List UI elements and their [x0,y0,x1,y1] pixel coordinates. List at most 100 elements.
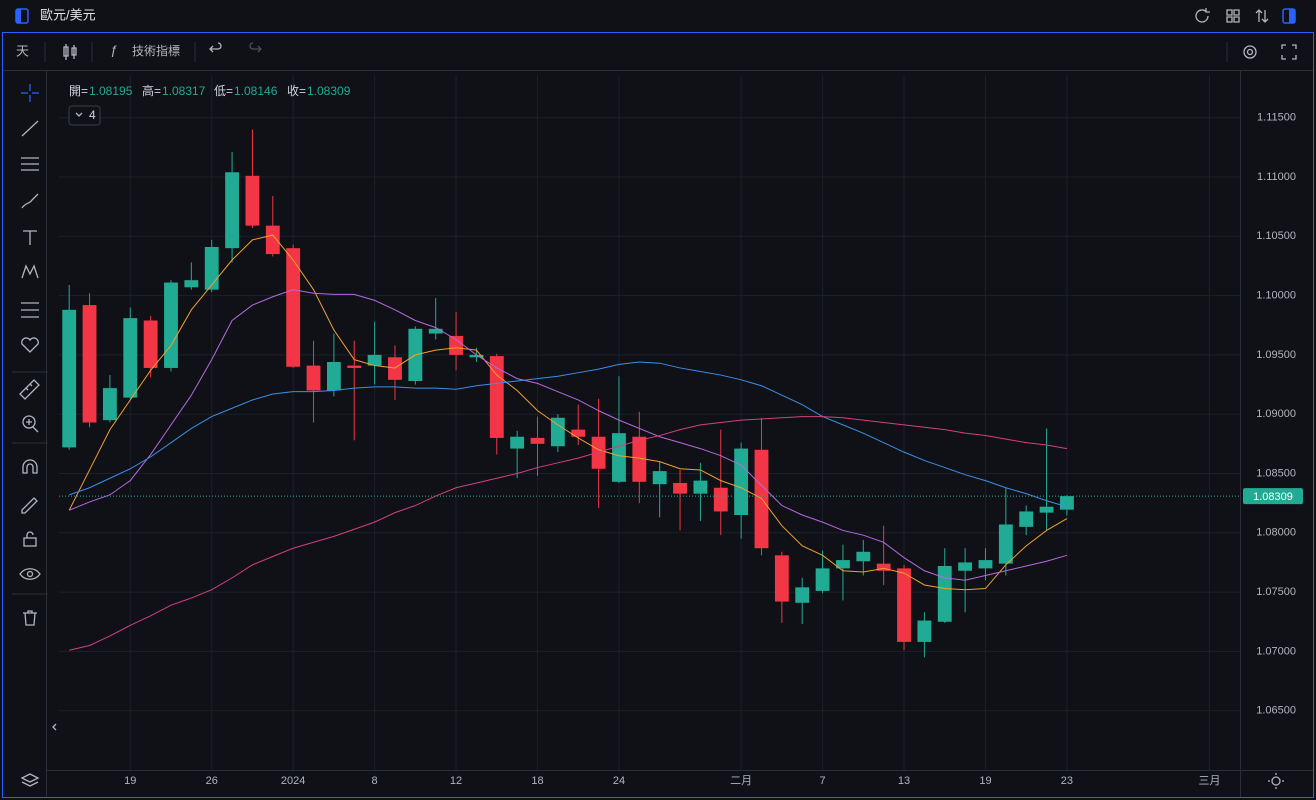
candle-body [836,560,850,569]
candle-body [449,335,463,355]
ruler-tool[interactable] [19,379,40,400]
x-tick-label: 19 [979,775,991,787]
candle-body [815,568,830,591]
candle-body [917,620,932,642]
y-tick-label: 1.06500 [1256,705,1296,717]
candle-body [204,246,219,290]
hide-tool-pupil [26,570,34,578]
delete-tool[interactable] [23,610,37,626]
candle-body [530,437,545,444]
fib-tool[interactable] [21,157,39,171]
fx-icon[interactable]: ƒ [110,42,117,57]
candle-body [286,248,301,367]
y-tick-label: 1.10000 [1256,290,1296,302]
candle-body [856,551,871,562]
hide-tool[interactable] [19,568,41,580]
candle-body [632,436,647,482]
indicator-count[interactable]: 4 [89,108,96,122]
candle-body [612,433,626,482]
candle-body [469,354,484,358]
ohlc-legend-value: 1.08309 [307,84,351,98]
text-tool[interactable] [23,230,37,245]
stay-drawing-tool[interactable] [21,497,38,514]
magnet-tool[interactable] [22,459,38,474]
ohlc-legend-value: 1.08317 [162,84,206,98]
candle-body [62,309,77,448]
candle-body [347,365,362,368]
settings-icon[interactable] [1243,45,1257,59]
compare-icon[interactable] [1255,9,1269,23]
panel-icon-fill [1289,9,1295,23]
axis-settings-icon[interactable] [1271,776,1281,786]
y-tick-label: 1.09000 [1256,408,1296,420]
x-tick-label: 18 [531,775,543,787]
x-tick-label: 2024 [281,775,305,787]
candle-body [937,566,952,622]
top-right-icons [1195,8,1296,24]
candle-body [876,563,891,571]
layout-icon[interactable] [1226,9,1240,23]
candle-body [245,175,260,226]
moving-average-line [69,361,1068,508]
candle-body [734,448,749,516]
pattern-tool[interactable] [21,264,39,279]
candle-body [998,524,1013,564]
candle-body [326,362,341,391]
chart-style-icon[interactable] [63,44,77,60]
redo-icon[interactable] [249,42,262,53]
moving-average-line [68,234,1068,591]
zoom-tool[interactable] [22,415,36,429]
x-tick-label: 7 [820,775,826,787]
ohlc-legend-label: 開= [69,84,88,98]
candle-body [184,280,199,288]
moving-average-line [69,416,1068,651]
candle-body [428,328,443,334]
brush-tool[interactable] [21,193,39,209]
ohlc-legend-label: 高= [142,83,161,98]
left-toolbar [12,84,57,787]
candle-body [1059,496,1074,510]
collapse-arrow[interactable] [52,723,57,731]
refresh-icon[interactable] [1195,8,1210,23]
candle-body [713,487,728,512]
y-tick-label: 1.07500 [1256,586,1296,598]
candle-body [123,318,138,398]
candle-body [1019,511,1034,527]
y-tick-label: 1.10500 [1256,230,1296,242]
interval-button[interactable]: 天 [16,43,29,58]
candle-body [164,282,178,368]
candle-body [550,417,565,447]
top-bar [0,0,1316,32]
candle-body [489,356,504,438]
undo-icon[interactable] [209,42,222,53]
crosshair-tool[interactable] [21,84,39,102]
y-tick-label: 1.11500 [1257,112,1296,124]
candle-body [367,354,382,366]
lock-tool-shackle [26,531,34,538]
candle-body [510,436,525,449]
object-tree-icon[interactable] [20,773,40,787]
zoom-tool-mark [26,419,39,433]
indicator-toggle[interactable] [68,105,101,126]
symbol-title[interactable]: 歐元/美元 [40,7,96,22]
y-tick-label: 1.08500 [1256,467,1296,479]
x-tick-label: 二月 [730,775,752,787]
trend-line-tool[interactable] [21,120,39,137]
icons-tool[interactable] [21,337,39,353]
prediction-tool[interactable] [21,302,39,318]
candle-body [591,436,606,469]
candle-body [897,568,911,642]
x-tick-label: 8 [372,775,378,787]
moving-average-line [68,289,1068,581]
candle-body [225,172,240,249]
x-tick-label: 12 [450,775,462,787]
indicators-button[interactable]: 技術指標 [132,43,180,58]
candle-body [306,365,321,391]
fullscreen-icon[interactable] [1281,44,1297,60]
ohlc-legend-label: 低= [214,84,233,98]
x-tick-label: 三月 [1198,775,1220,787]
lock-tool[interactable] [23,537,37,547]
candle-body [795,587,810,603]
x-tick-label: 19 [124,775,136,787]
settings-icon-core [1246,48,1254,56]
